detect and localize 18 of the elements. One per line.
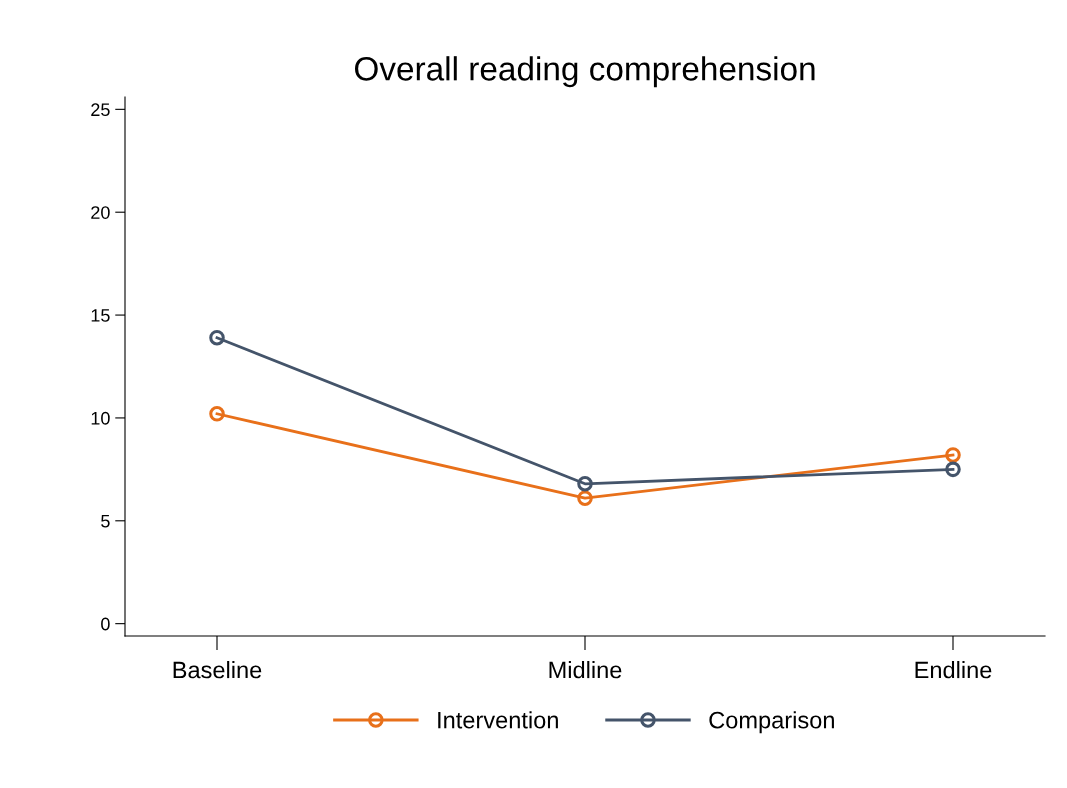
point: [577, 475, 593, 492]
point: [209, 329, 225, 346]
point: [577, 490, 593, 506]
y-tick-label: 20: [91, 206, 110, 219]
x-tick-label: Midline: [549, 661, 622, 679]
chart-title: Overall reading comprehension: [354, 56, 815, 88]
y-tick-label: 25: [91, 103, 110, 117]
point: [945, 447, 961, 463]
x-tick-label: Endline: [915, 661, 992, 679]
y-tick-label: 0: [101, 617, 110, 631]
y-tick-label: 10: [91, 411, 110, 425]
x-tick-label: Baseline: [173, 661, 262, 679]
y-tick-label: 15: [91, 309, 110, 322]
point: [209, 406, 225, 422]
legend-label: Comparison: [709, 711, 834, 734]
y-tick-label: 5: [101, 514, 110, 528]
point: [945, 461, 961, 478]
legend-label: Intervention: [438, 711, 558, 729]
